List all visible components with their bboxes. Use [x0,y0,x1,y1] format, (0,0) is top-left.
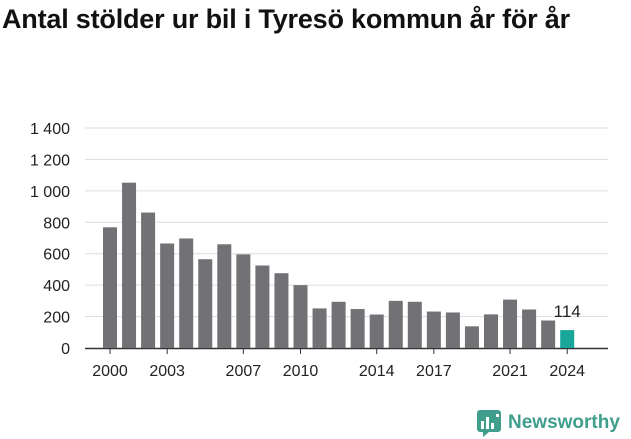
y-tick-label: 600 [43,247,70,264]
bar [331,301,346,348]
brand: Newsworthy [476,408,620,438]
x-tick-label: 2024 [549,363,585,380]
bar [560,330,575,348]
bar [388,300,403,348]
x-tick-label: 2010 [283,363,319,380]
bar [217,244,232,348]
bar [293,285,308,348]
brand-name: Newsworthy [508,412,620,433]
x-axis-ticks: 2000 2003 2007 2010 2014 2017 2021 2024 [92,348,585,380]
bar [103,227,117,348]
y-tick-label: 200 [43,310,70,327]
y-tick-label: 1 000 [30,184,70,201]
bar [122,182,137,348]
bar [141,212,156,348]
y-tick-label: 1 400 [30,121,70,138]
bar [445,312,460,348]
newsworthy-logo-icon [477,410,501,437]
bar [274,273,289,348]
bar [464,326,479,348]
bar [522,309,537,348]
x-tick-label: 2021 [492,363,528,380]
bar [255,265,270,348]
bar [312,308,327,348]
annotations: 114 [554,302,581,321]
x-tick-label: 2017 [416,363,452,380]
bar [236,254,251,348]
y-tick-label: 0 [61,341,70,358]
value-label: 114 [554,302,581,321]
bar [541,320,556,348]
bar [484,314,498,348]
x-tick-label: 2000 [92,363,128,380]
x-tick-label: 2014 [359,363,395,380]
y-tick-label: 1 200 [30,152,70,169]
y-axis-ticks: 0 200 400 600 800 1 000 1 200 1 400 [30,121,70,358]
bar [350,309,365,348]
bars [103,182,575,348]
x-tick-label: 2007 [226,363,262,380]
bar [407,301,422,348]
y-tick-label: 800 [43,215,70,232]
bar [426,311,441,348]
y-tick-label: 400 [43,278,70,295]
bar [198,259,213,348]
bar [503,299,518,348]
x-tick-label: 2003 [149,363,185,380]
bar [369,314,384,348]
bar [179,238,194,348]
chart-title: Antal stölder ur bil i Tyresö kommun år … [2,4,570,34]
bar [160,243,175,348]
